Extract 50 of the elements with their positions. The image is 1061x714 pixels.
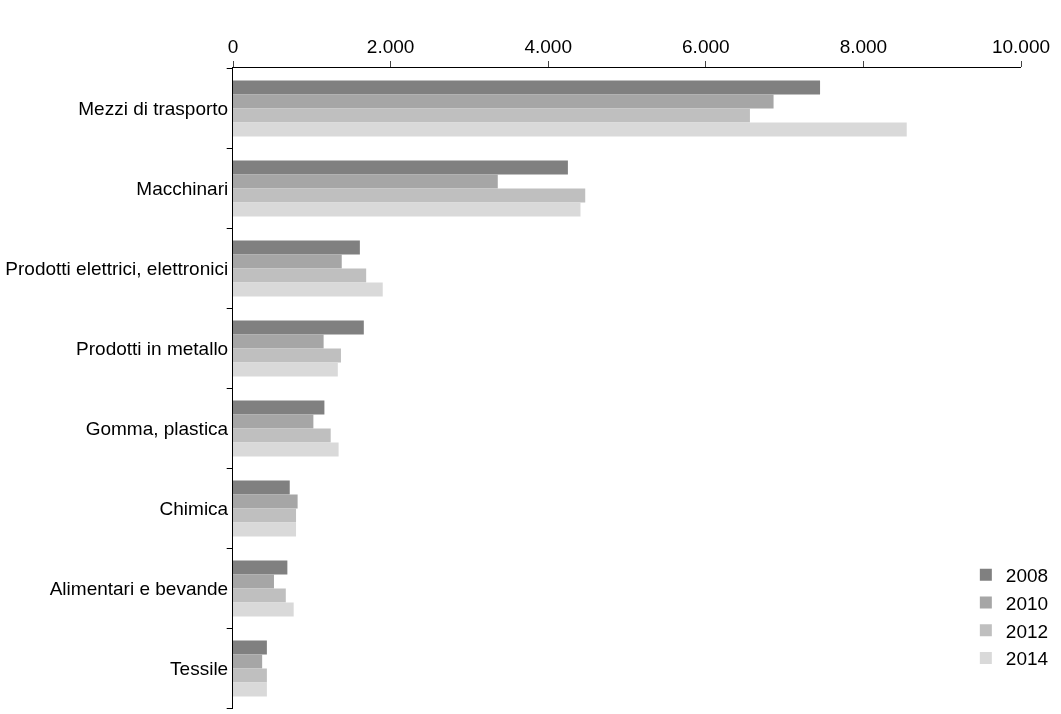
- bar: [233, 560, 288, 575]
- bar: [233, 602, 294, 617]
- bar: [233, 334, 324, 349]
- y-tick-label: Alimentari e bevande: [49, 578, 229, 600]
- bar: [233, 494, 298, 509]
- bar: [233, 160, 568, 175]
- bar: [233, 640, 267, 655]
- x-tick-label: 6.000: [682, 36, 730, 58]
- y-tick-label: Tessile: [170, 658, 229, 680]
- x-tick-label: 4.000: [524, 36, 572, 58]
- bar: [233, 682, 267, 697]
- y-tick-label: Mezzi di trasporto: [78, 98, 229, 120]
- bar: [233, 442, 339, 457]
- y-tick-label: Gomma, plastica: [85, 418, 229, 440]
- x-tick-label: 10.000: [991, 36, 1051, 58]
- y-tick-label: Macchinari: [136, 178, 229, 200]
- bar: [233, 588, 286, 603]
- bar: [233, 94, 774, 109]
- bar: [233, 480, 290, 495]
- bar: [233, 320, 364, 335]
- bar: [233, 508, 297, 523]
- y-tick-label: Prodotti elettrici, elettronici: [5, 258, 229, 280]
- bar: [233, 574, 274, 589]
- bar: [233, 522, 297, 537]
- bar: [233, 202, 581, 217]
- bar: [233, 282, 383, 297]
- x-tick-label: 2.000: [366, 36, 415, 58]
- x-tick-label: 0: [227, 36, 239, 58]
- bar: [233, 668, 267, 683]
- bar: [233, 240, 360, 255]
- bar: [233, 400, 325, 415]
- bar: [233, 654, 263, 669]
- bar: [233, 80, 821, 95]
- bar: [233, 122, 907, 137]
- y-tick-label: Chimica: [159, 498, 229, 520]
- bar: [233, 108, 750, 123]
- bar: [233, 188, 586, 203]
- bar: [233, 414, 314, 429]
- legend-label: 2014: [1005, 648, 1049, 670]
- bar: [233, 348, 341, 363]
- bar: [233, 362, 338, 377]
- legend-label: 2008: [1005, 565, 1049, 587]
- bar: [233, 428, 331, 443]
- bar: [233, 254, 342, 269]
- x-tick-label: 8.000: [839, 36, 888, 58]
- y-tick-label: Prodotti in metallo: [76, 338, 229, 360]
- legend-label: 2010: [1005, 592, 1049, 614]
- bar: [233, 174, 498, 189]
- bar: [233, 268, 367, 283]
- legend-label: 2012: [1005, 620, 1049, 642]
